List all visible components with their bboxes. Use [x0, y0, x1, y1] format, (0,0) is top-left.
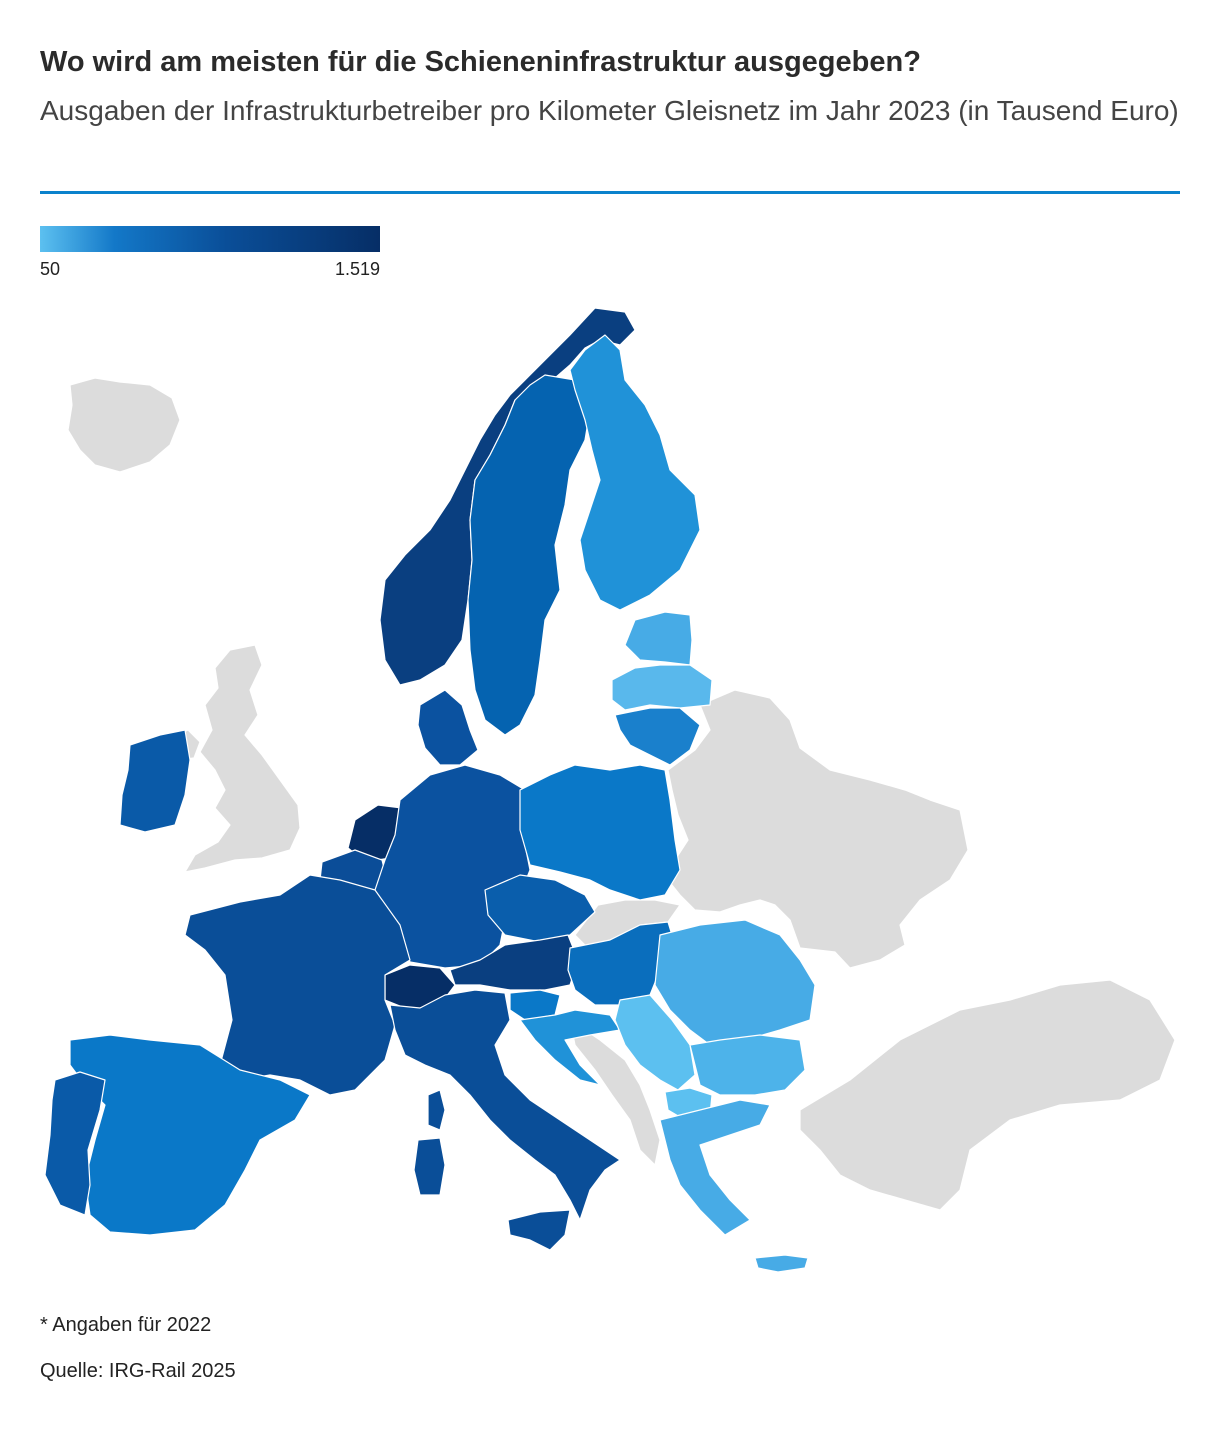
region-bulgaria	[689, 1034, 806, 1096]
region-spain	[69, 1034, 311, 1236]
region-ireland	[119, 729, 191, 833]
region-greece	[659, 1099, 771, 1236]
source-note: Quelle: IRG-Rail 2025	[40, 1360, 236, 1382]
chart-title: Wo wird am meisten für die Schieneninfra…	[40, 46, 921, 78]
region-united-kingdom	[184, 644, 301, 873]
map-svg	[44, 307, 1176, 1273]
region-finland	[569, 334, 701, 611]
region-lithuania	[614, 707, 701, 766]
region-sweden	[467, 374, 591, 736]
region-france	[184, 874, 411, 1096]
footnote: * Angaben für 2022	[40, 1314, 212, 1336]
region-iceland	[67, 377, 181, 473]
region-croatia	[519, 1009, 621, 1086]
region-eastern-europe	[667, 689, 969, 969]
region-estonia	[624, 611, 693, 666]
region-poland	[519, 764, 681, 901]
region-sardinia	[413, 1137, 446, 1196]
region-western-balkans	[569, 1019, 661, 1166]
region-sicily	[507, 1209, 571, 1251]
region-italy	[389, 989, 621, 1221]
region-czechia	[484, 874, 596, 943]
europe-map	[0, 290, 1220, 1290]
header-divider	[40, 191, 1180, 194]
region-denmark	[417, 689, 479, 766]
color-legend: 50 1.519	[40, 226, 380, 286]
region-turkey	[799, 979, 1176, 1211]
chart-subtitle: Ausgaben der Infrastrukturbetreiber pro …	[40, 95, 1179, 126]
region-latvia	[611, 664, 713, 711]
region-romania	[654, 919, 816, 1046]
legend-gradient-bar	[40, 226, 380, 252]
legend-max-label: 1.519	[334, 259, 380, 279]
region-corsica	[427, 1089, 446, 1131]
region-norway	[379, 307, 636, 686]
region-portugal	[44, 1071, 106, 1216]
legend-min-label: 50	[40, 259, 61, 279]
region-crete	[754, 1254, 809, 1273]
